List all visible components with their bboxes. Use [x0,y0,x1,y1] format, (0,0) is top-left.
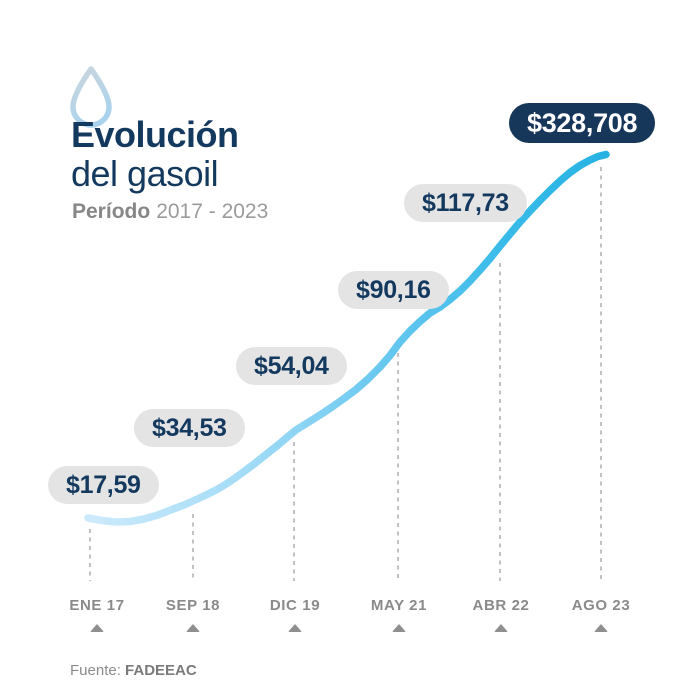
price-badge-abr22: $117,73 [404,184,527,222]
axis-label-sep18: SEP 18 [165,597,221,614]
title-line-1: Evolución [71,114,239,155]
axis-marker-triangle-icon [288,624,302,632]
period-label: Período [72,200,151,223]
page-title: Evolución del gasoil [71,114,239,194]
axis-label-abr22: ABR 22 [472,597,530,614]
axis-marker-triangle-icon [594,624,608,632]
water-drop-icon [70,66,112,128]
axis-marker-triangle-icon [186,624,200,632]
price-badge-ene17: $17,59 [48,466,159,504]
axis-marker-triangle-icon [90,624,104,632]
source-value: FADEEAC [125,662,197,679]
price-badge-sep18: $34,53 [134,409,245,447]
axis-label-ago23: AGO 23 [571,597,631,614]
price-curve [84,150,610,526]
axis-marker-triangle-icon [392,624,406,632]
period-value: 2017 - 2023 [156,200,269,223]
source-footer: Fuente: FADEEAC [70,662,197,679]
price-badge-may21: $90,16 [338,271,449,309]
source-label: Fuente: [70,662,121,679]
price-badge-ago23-highlight: $328,708 [509,103,656,143]
period-subtitle: Período 2017 - 2023 [72,200,268,224]
title-line-2: del gasoil [71,152,219,194]
axis-marker-triangle-icon [494,624,508,632]
axis-label-ene17: ENE 17 [69,597,125,614]
axis-label-may21: MAY 21 [370,597,428,614]
price-badge-dic19: $54,04 [236,347,347,385]
axis-label-dic19: DIC 19 [269,597,321,614]
guide-lines [89,167,602,581]
